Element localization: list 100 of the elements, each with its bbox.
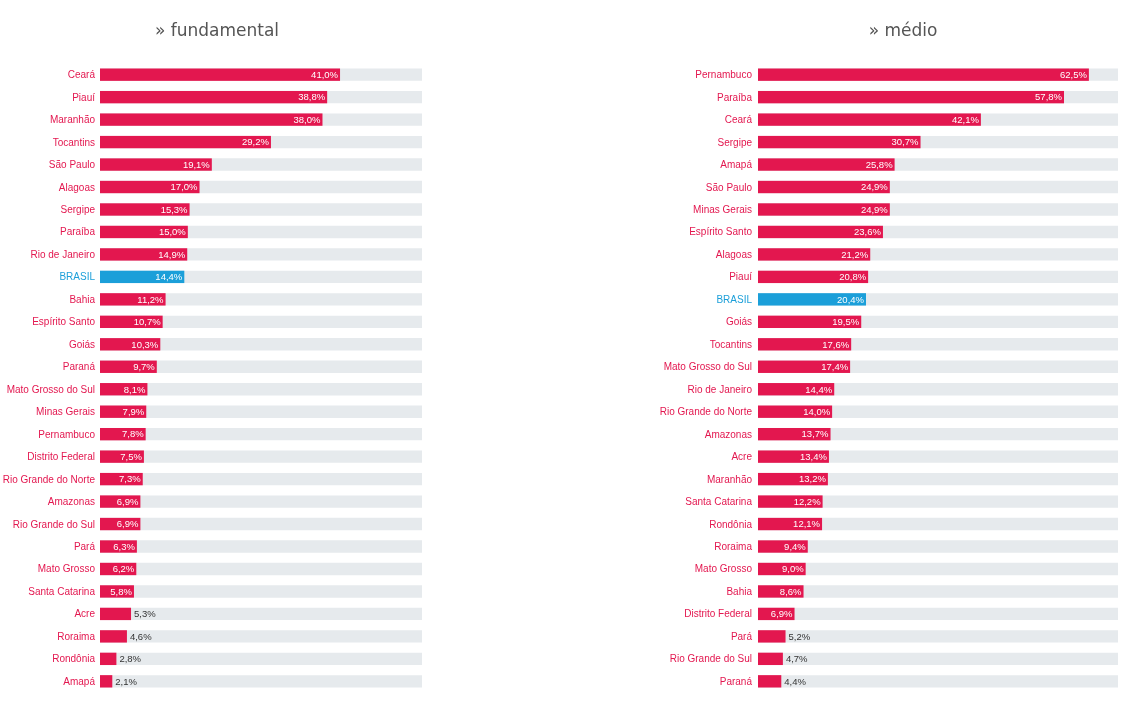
data-label: 19,5% [832,316,860,328]
y-tick-label: Bahia [69,293,96,305]
bar [100,293,166,306]
data-label: 12,2% [793,495,822,507]
y-tick-label: Bahia [726,585,753,597]
y-tick-label: Mato Grosso [694,563,753,575]
y-tick-label: Roraima [57,630,96,642]
bar [758,450,829,463]
y-tick-label: Sergipe [717,136,753,148]
bar [758,652,783,666]
y-tick-label: Maranhão [706,473,753,485]
y-tick-label: Paraná [719,675,753,687]
y-tick-label: Rondônia [709,518,753,530]
bar [758,180,890,194]
data-label: 17,4% [821,361,849,373]
data-label: 19,1% [182,158,211,170]
y-tick-label: Pará [730,630,753,642]
data-label: 13,7% [801,428,830,440]
data-label: 7,3% [119,473,142,485]
bar [758,135,921,149]
y-tick-label: Minas Gerais [693,203,752,215]
bar [758,248,871,261]
y-tick-label: Goiás [68,338,95,350]
data-label: 10,7% [133,316,162,328]
y-tick-label: Rio Grande do Norte [2,473,96,485]
data-label: 4,6% [129,630,153,642]
y-tick-label: Amapá [720,159,753,171]
data-label: 25,8% [865,158,894,170]
bar [100,158,212,171]
data-label: 5,8% [110,585,133,597]
data-label: 15,0% [158,226,187,238]
y-tick-label: Distrito Federal [27,451,95,463]
data-label: 24,9% [860,181,889,193]
bar [758,540,808,553]
y-tick-label: Goiás [725,316,752,328]
y-tick-label: Mato Grosso do Sul [663,361,752,373]
data-label: 29,2% [242,136,270,148]
y-tick-label: Acre [74,608,96,620]
data-label: 4,7% [785,653,809,665]
y-tick-label: Rio Grande do Norte [659,406,753,418]
y-tick-label: Paraíba [716,91,753,103]
y-tick-label: Alagoas [58,181,95,193]
data-label: 7,8% [122,428,145,440]
data-label: 9,7% [133,361,156,373]
y-tick-label: Santa Catarina [28,585,96,597]
data-label: 57,8% [1035,91,1063,103]
data-label: 38,0% [293,113,322,125]
data-label: 5,3% [134,608,157,620]
data-label: 2,1% [115,675,138,687]
data-label: 30,7% [891,136,920,148]
data-label: 14,0% [803,406,831,418]
y-tick-label: Paraíba [59,226,96,238]
y-tick-label: Mato Grosso [37,563,96,575]
data-label: 6,9% [770,608,794,620]
chart-title: » médio [868,20,938,40]
data-label: 7,9% [122,406,145,418]
data-label: 9,0% [781,563,805,575]
data-label: 8,6% [779,585,803,597]
y-tick-label: Rio Grande do Sul [12,518,95,530]
y-tick-label: Ceará [67,69,96,81]
bar [758,158,895,171]
y-tick-label: Tocantins [52,136,95,148]
bar [100,113,323,126]
y-tick-label: Santa Catarina [685,496,753,508]
data-label: 12,1% [793,518,821,530]
data-label: 20,8% [839,271,867,283]
data-label: 14,4% [155,271,183,283]
y-tick-label: Espírito Santo [689,226,753,238]
y-tick-label: BRASIL [59,271,96,283]
data-label: 6,3% [113,540,136,552]
y-tick-label: Mato Grosso do Sul [6,383,95,395]
y-tick-label: Acre [731,451,753,463]
y-tick-label: Espírito Santo [32,316,96,328]
data-label: 10,3% [131,338,159,350]
y-tick-label: Roraima [714,541,753,553]
y-tick-label: Minas Gerais [36,406,95,418]
bar [100,203,190,216]
y-tick-label: Rio de Janeiro [687,383,753,395]
data-label: 7,5% [120,450,143,462]
y-tick-label: Piauí [72,91,96,103]
data-label: 17,6% [822,338,850,350]
chart-title: » fundamental [154,20,280,40]
data-label: 21,2% [841,248,869,260]
data-label: 13,2% [798,473,827,485]
y-tick-label: Rio de Janeiro [30,248,96,260]
bar [100,248,188,261]
data-label: 6,9% [116,518,139,530]
y-tick-label: Sergipe [60,203,96,215]
y-tick-label: Alagoas [715,248,752,260]
data-label: 6,2% [112,563,135,575]
data-label: 14,4% [805,383,833,395]
y-tick-label: Maranhão [49,114,96,126]
y-tick-label: São Paulo [48,159,96,171]
bar [758,68,1089,81]
data-label: 17,0% [170,181,199,193]
bar [758,495,823,508]
data-label: 5,2% [788,630,811,642]
data-label: 24,9% [860,203,889,215]
data-label: 15,3% [160,203,189,215]
bar [758,293,866,306]
